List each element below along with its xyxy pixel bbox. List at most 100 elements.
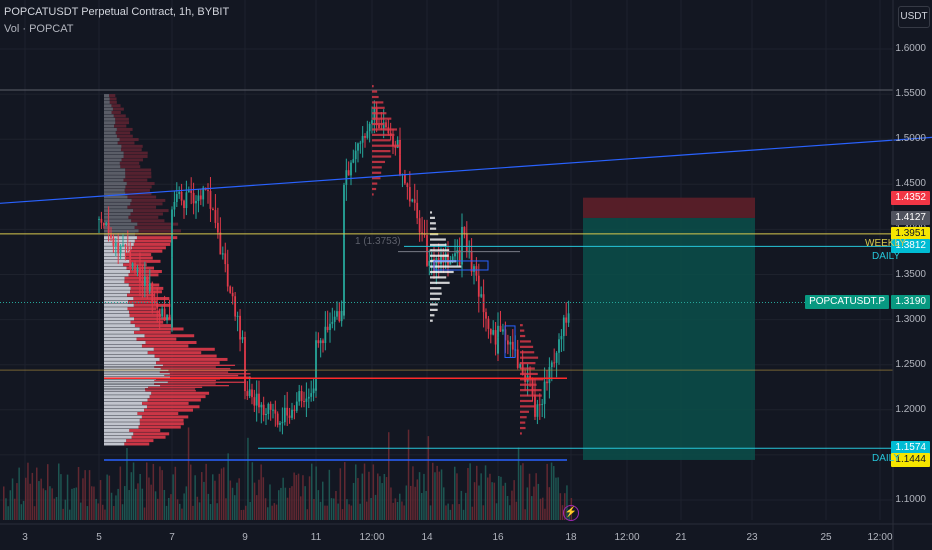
- volume-bar: [447, 503, 449, 520]
- volume-bar: [412, 466, 414, 520]
- volume-profile-bar-base: [104, 111, 112, 114]
- volume-bar: [7, 506, 9, 520]
- volume-profile-bar-base: [104, 398, 148, 402]
- candle: [408, 187, 411, 202]
- volume-bar: [396, 501, 399, 520]
- volume-profile-bar-base: [104, 347, 154, 351]
- volume-profile-bar-base: [104, 357, 160, 361]
- volume-profile-bar-base: [104, 94, 110, 98]
- volume-bar: [234, 495, 236, 520]
- volume-bar: [55, 497, 58, 520]
- volume-profile-bar: [154, 379, 216, 382]
- volume-profile-bar-base: [104, 263, 124, 267]
- volume-bar: [330, 498, 333, 520]
- session-profile-bar: [520, 361, 536, 365]
- candle: [98, 218, 100, 220]
- symbol-title[interactable]: POPCATUSDT Perpetual Contract, 1h, BYBIT: [4, 6, 230, 18]
- volume-profile-bar: [109, 100, 117, 104]
- volume-bar: [392, 502, 394, 520]
- volume-bar: [269, 484, 271, 520]
- volume-profile-bar-base: [104, 327, 140, 331]
- volume-profile-bar-base: [104, 283, 129, 287]
- volume-bar: [335, 490, 337, 520]
- volume-profile-bar-base: [104, 280, 125, 284]
- volume-profile-bar-base: [104, 219, 132, 223]
- volume-profile-bar-base: [104, 134, 117, 138]
- volume-bar: [106, 474, 108, 520]
- candle: [124, 244, 127, 247]
- volume-profile-bar-base: [104, 175, 126, 179]
- candle: [110, 233, 112, 238]
- volume-bar: [555, 477, 557, 520]
- candle: [413, 199, 416, 203]
- volume-profile-bar-base: [104, 390, 146, 392]
- candle: [475, 266, 478, 276]
- volume-bar: [522, 463, 524, 520]
- candle: [565, 317, 568, 323]
- price-badge-entry: 1.4127: [891, 210, 930, 225]
- volume-profile-bar: [127, 195, 157, 199]
- volume-bar: [88, 470, 91, 520]
- volume-bar: [528, 473, 531, 520]
- volume-profile-bar: [133, 209, 169, 213]
- volume-bar: [322, 481, 324, 520]
- currency-button[interactable]: USDT: [898, 6, 930, 28]
- volume-profile-bar-base: [104, 104, 112, 108]
- volume-bar: [295, 475, 298, 520]
- volume-profile-bar: [136, 236, 178, 240]
- volume-bar: [93, 486, 95, 520]
- volume-profile-bar: [164, 374, 239, 377]
- volume-profile-bar: [131, 198, 166, 202]
- volume-profile-bar: [145, 390, 196, 392]
- volume-profile-bar: [160, 384, 229, 387]
- volume-bar: [359, 503, 361, 520]
- volume-profile-bar: [115, 121, 130, 125]
- volume-bar: [66, 474, 69, 520]
- session-profile-bar: [520, 426, 526, 430]
- trendline: [0, 136, 932, 204]
- candle: [117, 242, 120, 254]
- session-profile-bar: [520, 351, 535, 354]
- volume-profile-bar: [145, 341, 197, 345]
- candle: [463, 226, 466, 234]
- candle: [536, 404, 539, 417]
- price-badge-daily_upper: 1.3812: [891, 239, 930, 254]
- volume-profile-bar: [119, 138, 139, 142]
- volume-profile-bar: [121, 144, 143, 148]
- volume-profile-bar: [139, 418, 184, 422]
- tradingview-logo-icon[interactable]: ⚡: [563, 505, 579, 521]
- candle: [458, 250, 461, 265]
- volume-profile-bar-base: [104, 209, 134, 213]
- volume-bar: [300, 496, 302, 520]
- volume-bar: [165, 505, 168, 520]
- volume-bar: [363, 463, 366, 520]
- candle: [244, 337, 246, 351]
- candle: [272, 409, 274, 411]
- candle: [312, 388, 315, 394]
- volume-profile-bar-base: [104, 286, 131, 290]
- candle: [543, 381, 546, 404]
- volume-bar: [229, 480, 232, 520]
- session-profile-bar: [372, 193, 374, 196]
- volume-bar: [115, 495, 117, 520]
- volume-indicator-label[interactable]: Vol · POPCAT: [4, 23, 74, 35]
- candle: [134, 263, 136, 272]
- candle: [494, 330, 497, 345]
- session-profile-bar: [520, 356, 539, 359]
- volume-bar: [553, 466, 555, 520]
- candle: [197, 195, 200, 201]
- volume-profile-bar: [123, 154, 148, 158]
- position-target-zone: [583, 217, 755, 460]
- volume-profile-bar: [130, 269, 162, 273]
- session-profile-bar: [372, 112, 387, 115]
- session-profile-bar: [520, 421, 526, 424]
- candle: [187, 190, 190, 193]
- volume-profile-bar-base: [104, 185, 126, 189]
- volume-bar: [196, 496, 199, 520]
- candle: [100, 218, 103, 223]
- candle: [315, 340, 317, 371]
- price-tick-label: 1.6000: [895, 43, 926, 54]
- candle: [231, 292, 234, 297]
